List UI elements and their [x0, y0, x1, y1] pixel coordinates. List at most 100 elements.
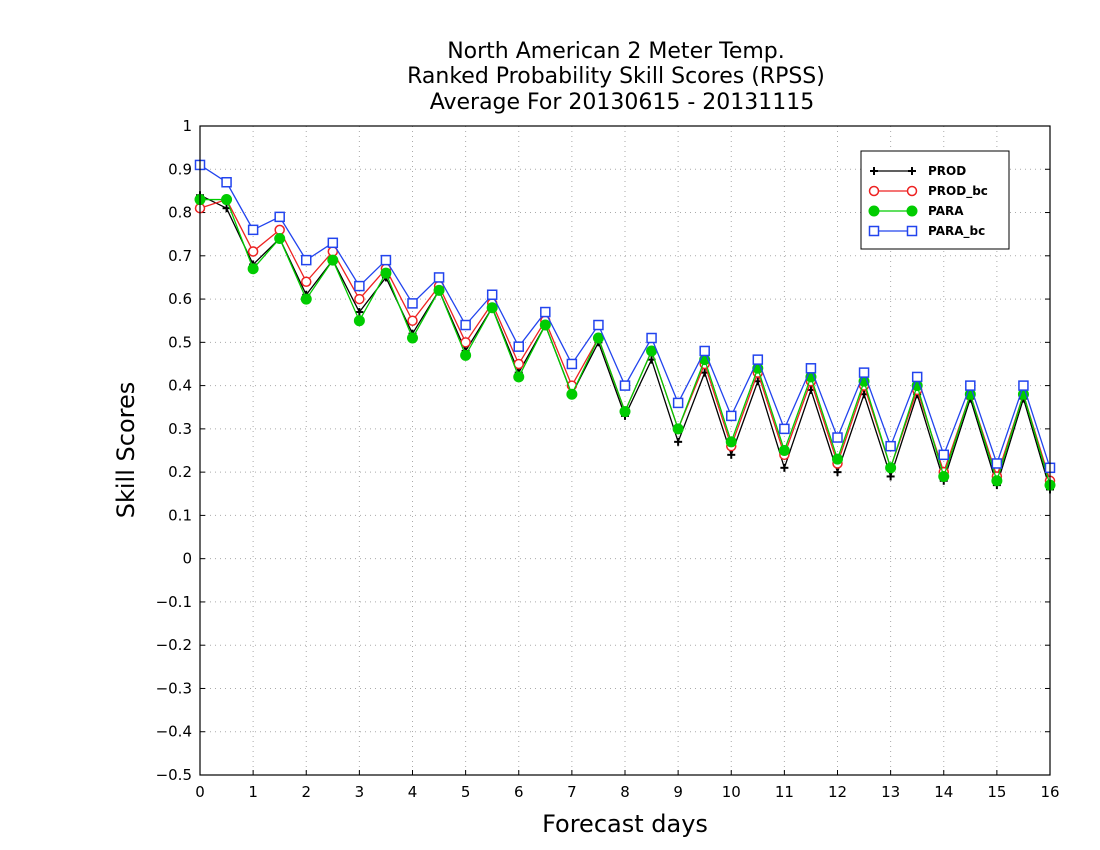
data-point [858, 367, 870, 378]
legend-entry: PROD [870, 164, 966, 178]
x-tick-label: 3 [355, 783, 365, 801]
data-point [991, 475, 1003, 487]
y-tick-label: 0.7 [168, 247, 192, 265]
data-point [274, 211, 285, 223]
data-point [832, 453, 843, 465]
legend-entry: PARA_bc [868, 224, 985, 239]
data-point [965, 380, 976, 391]
x-tick-label: 10 [722, 783, 741, 801]
data-point [870, 167, 878, 175]
data-point [301, 254, 312, 266]
plot-frame [199, 125, 1051, 776]
legend-label: PARA_bc [928, 224, 985, 239]
x-tick-label: 4 [408, 783, 418, 801]
y-tick-label: 0.5 [168, 333, 192, 351]
series-layer [194, 159, 1056, 494]
data-point [674, 437, 683, 446]
x-tick-label: 5 [461, 783, 471, 801]
data-point [407, 315, 418, 326]
data-point [513, 371, 525, 383]
data-point [938, 470, 950, 482]
data-point [300, 293, 312, 305]
y-tick-label: −0.3 [156, 679, 192, 697]
data-point [353, 315, 365, 327]
legend-label: PARA [928, 204, 964, 218]
x-tick-label: 15 [987, 783, 1006, 801]
y-tick-label: −0.2 [156, 636, 192, 654]
data-point [460, 337, 471, 348]
data-point [539, 319, 551, 331]
data-point [727, 450, 736, 459]
data-point [407, 298, 418, 309]
data-point [906, 205, 918, 217]
data-point [274, 224, 285, 236]
data-point [779, 423, 790, 435]
data-point [593, 319, 604, 331]
x-tick-label: 1 [248, 783, 258, 801]
y-tick-label: 0.4 [168, 377, 192, 395]
x-tick-label: 13 [881, 783, 900, 801]
data-point [540, 306, 551, 318]
y-tick-label: 1 [182, 117, 192, 135]
data-point [619, 406, 631, 418]
data-point [906, 185, 918, 197]
data-point [566, 388, 578, 400]
y-tick-label: 0 [182, 550, 192, 568]
data-point [486, 289, 498, 300]
y-axis-label: Skill Scores [112, 382, 140, 519]
data-point [327, 254, 339, 266]
legend-label: PROD [928, 164, 966, 178]
data-point [991, 458, 1003, 469]
x-tick-label: 14 [934, 783, 953, 801]
x-axis-label: Forecast days [542, 810, 708, 838]
y-tick-label: −0.5 [156, 766, 192, 784]
data-point [672, 423, 684, 435]
data-point [911, 371, 923, 383]
data-point [221, 176, 232, 188]
legend-box [860, 150, 1010, 250]
data-point [868, 205, 880, 217]
data-point [833, 468, 842, 477]
x-tick-label: 6 [514, 783, 524, 801]
data-point [354, 293, 365, 305]
data-point [885, 440, 896, 452]
legend-entry: PROD_bc [868, 184, 988, 199]
data-point [274, 232, 286, 244]
chart-title-line-3: Average For 20130615 - 20131115 [430, 90, 815, 115]
data-point [380, 254, 392, 266]
legend-label: PROD_bc [928, 184, 988, 199]
data-point [460, 349, 472, 361]
data-point [247, 263, 259, 275]
data-point [247, 224, 259, 236]
data-point [433, 284, 445, 296]
data-point [868, 185, 880, 197]
data-point [566, 358, 578, 370]
x-tick-label: 12 [828, 783, 847, 801]
y-axis-ticks: −0.5 −0.4 −0.3 −0.2 −0.1 0 0.1 0.2 0.3 0.4 0.5 0.6 0… [156, 117, 1050, 784]
data-point [407, 332, 418, 344]
y-tick-label: 0.1 [168, 506, 192, 524]
y-tick-label: 0.8 [168, 204, 192, 222]
data-point [805, 363, 817, 374]
x-tick-label: 16 [1040, 783, 1059, 801]
data-point [486, 302, 498, 314]
grid-lines [200, 126, 1050, 775]
data-point [380, 267, 392, 279]
data-point [672, 397, 684, 409]
data-point [886, 472, 895, 481]
x-tick-label: 9 [673, 783, 683, 801]
y-tick-label: 0.6 [168, 290, 192, 308]
data-point [433, 272, 445, 283]
y-tick-label: −0.1 [156, 593, 192, 611]
chart-title-line-2: Ranked Probability Skill Scores (RPSS) [407, 64, 825, 89]
data-point [619, 380, 631, 391]
y-tick-label: 0.2 [168, 463, 192, 481]
data-point [460, 319, 471, 331]
x-tick-label: 11 [775, 783, 794, 801]
x-tick-label: 0 [195, 783, 205, 801]
y-tick-label: 0.3 [168, 420, 192, 438]
x-tick-label: 7 [567, 783, 577, 801]
data-point [247, 246, 259, 257]
data-point [906, 225, 918, 237]
data-point [725, 436, 737, 448]
